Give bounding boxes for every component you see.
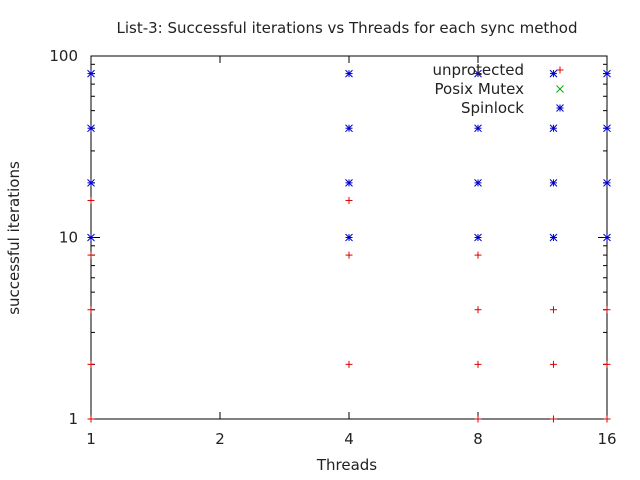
x-tick-label: 1 — [86, 430, 96, 448]
spinlock-point — [87, 233, 95, 242]
unprotected-point — [549, 360, 557, 368]
unprotected-point — [549, 306, 557, 314]
spinlock-point — [474, 69, 482, 78]
y-tick-label: 100 — [49, 47, 78, 65]
legend-label-unprotected: unprotected — [432, 61, 524, 79]
spinlock-point — [603, 233, 611, 242]
data-points — [87, 69, 611, 423]
unprotected-point — [87, 415, 95, 423]
y-tick-label: 10 — [59, 229, 78, 247]
spinlock-point — [87, 179, 95, 187]
x-axis: 1 2 4 8 16 — [86, 56, 617, 448]
spinlock-point — [474, 179, 482, 187]
spinlock-point — [549, 179, 558, 187]
unprotected-point — [345, 360, 353, 368]
spinlock-point — [474, 124, 482, 133]
spinlock-point — [87, 69, 95, 78]
legend-marker-posix-mutex — [556, 85, 564, 93]
unprotected-point — [474, 306, 482, 314]
spinlock-point — [549, 233, 558, 242]
spinlock-point — [345, 233, 353, 242]
unprotected-point — [603, 360, 611, 368]
unprotected-point — [345, 196, 353, 204]
unprotected-point — [549, 415, 557, 423]
spinlock-point — [474, 233, 482, 242]
x-tick-label: 4 — [344, 430, 354, 448]
unprotected-point — [87, 251, 95, 259]
unprotected-point — [603, 306, 611, 314]
spinlock-point — [345, 179, 353, 187]
unprotected-point — [345, 251, 353, 259]
y-axis-label: successful iterations — [5, 161, 23, 315]
unprotected-point — [474, 415, 482, 423]
x-tick-label: 2 — [215, 430, 225, 448]
spinlock-point — [345, 69, 353, 78]
unprotected-point — [474, 251, 482, 259]
x-tick-label: 8 — [473, 430, 483, 448]
spinlock-point — [549, 69, 558, 78]
legend-label-posix-mutex: Posix Mutex — [435, 80, 525, 98]
legend-marker-unprotected — [556, 66, 564, 74]
unprotected-point — [474, 360, 482, 368]
unprotected-point — [87, 360, 95, 368]
unprotected-point — [87, 306, 95, 314]
legend-marker-spinlock — [556, 104, 564, 112]
spinlock-point — [549, 124, 558, 133]
x-axis-label: Threads — [316, 456, 377, 474]
spinlock-point — [345, 124, 353, 133]
spinlock-point — [603, 69, 611, 78]
spinlock-point — [87, 124, 95, 133]
spinlock-point — [603, 179, 611, 187]
spinlock-point — [603, 124, 611, 133]
y-tick-label: 1 — [68, 410, 78, 428]
x-tick-label: 16 — [597, 430, 616, 448]
chart-title: List-3: Successful iterations vs Threads… — [116, 19, 577, 37]
legend-label-spinlock: Spinlock — [461, 99, 524, 117]
unprotected-point — [603, 415, 611, 423]
unprotected-point — [87, 196, 95, 204]
